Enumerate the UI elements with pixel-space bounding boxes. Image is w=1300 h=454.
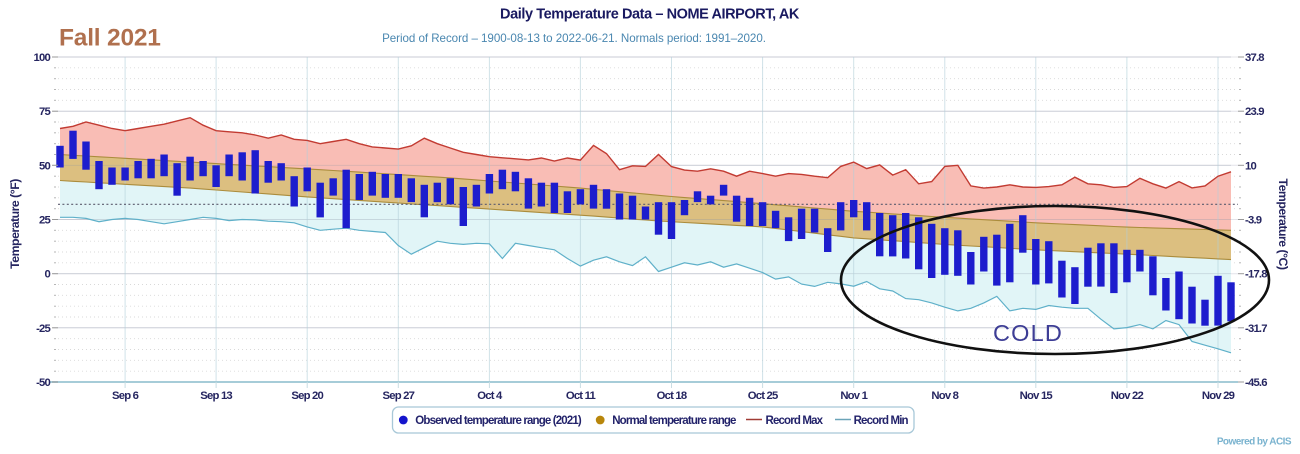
svg-text:Temperature (°C): Temperature (°C)	[1276, 179, 1290, 270]
svg-text:Oct 4: Oct 4	[477, 390, 503, 402]
svg-text:Period of Record – 1900-08-13: Period of Record – 1900-08-13 to 2022-06…	[382, 32, 766, 45]
svg-text:Observed temperature range (20: Observed temperature range (2021)	[415, 415, 582, 427]
svg-text:37.8: 37.8	[1245, 52, 1264, 64]
svg-text:Temperature (°F): Temperature (°F)	[8, 179, 22, 269]
svg-text:Nov 1: Nov 1	[840, 390, 867, 402]
svg-text:-3.9: -3.9	[1245, 215, 1262, 227]
svg-text:-31.7: -31.7	[1245, 323, 1267, 335]
svg-text:Sep 13: Sep 13	[200, 390, 232, 402]
svg-text:Record Min: Record Min	[854, 415, 909, 427]
svg-text:-50: -50	[36, 377, 50, 389]
svg-text:50: 50	[39, 160, 50, 172]
svg-text:Sep 27: Sep 27	[382, 390, 414, 402]
svg-text:0: 0	[45, 269, 51, 281]
svg-text:Nov 15: Nov 15	[1020, 390, 1053, 402]
svg-text:COLD: COLD	[993, 320, 1063, 346]
svg-text:Record Max: Record Max	[766, 415, 824, 427]
svg-text:Oct 18: Oct 18	[657, 390, 687, 402]
svg-text:-17.8: -17.8	[1245, 269, 1267, 281]
svg-text:100: 100	[34, 52, 51, 64]
svg-text:Sep 20: Sep 20	[291, 390, 323, 402]
svg-text:23.9: 23.9	[1245, 106, 1264, 118]
svg-text:Nov 8: Nov 8	[931, 390, 958, 402]
svg-text:Sep 6: Sep 6	[112, 390, 139, 402]
svg-text:25: 25	[39, 215, 50, 227]
svg-text:Oct 25: Oct 25	[748, 390, 778, 402]
svg-text:Nov 22: Nov 22	[1111, 390, 1144, 402]
svg-text:Nov 29: Nov 29	[1202, 390, 1235, 402]
svg-text:75: 75	[39, 106, 50, 118]
svg-text:Oct 11: Oct 11	[566, 390, 596, 402]
svg-text:Fall 2021: Fall 2021	[59, 25, 161, 52]
svg-text:Normal temperature range: Normal temperature range	[612, 415, 736, 427]
svg-text:Powered by ACIS: Powered by ACIS	[1217, 437, 1292, 448]
svg-text:10: 10	[1245, 160, 1256, 172]
svg-text:-25: -25	[36, 323, 50, 335]
svg-text:-45.6: -45.6	[1245, 377, 1267, 389]
svg-text:Daily Temperature Data – NOME: Daily Temperature Data – NOME AIRPORT, A…	[500, 7, 800, 23]
